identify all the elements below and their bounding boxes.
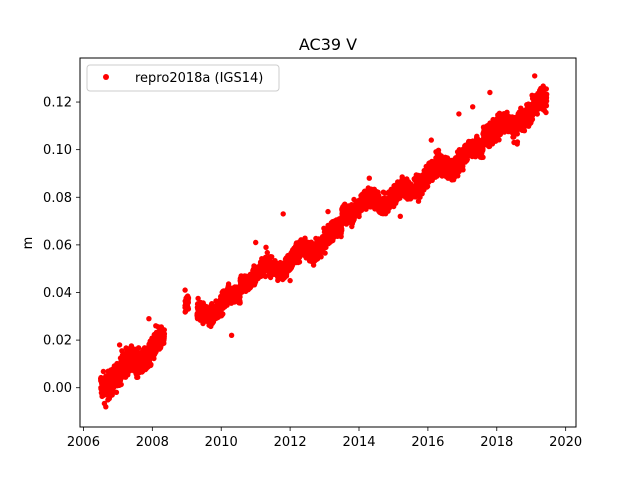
data-point <box>135 345 142 351</box>
data-point <box>287 277 293 284</box>
data-point <box>480 154 486 160</box>
legend-label: repro2018a (IGS14) <box>135 71 263 86</box>
data-point <box>135 374 141 380</box>
data-point <box>148 361 154 368</box>
data-point <box>113 389 120 395</box>
data-point <box>253 239 259 246</box>
data-point <box>118 375 125 381</box>
data-point <box>185 306 192 312</box>
data-point <box>456 111 462 117</box>
data-point <box>153 323 159 329</box>
data-point <box>543 109 549 116</box>
data-point <box>544 91 550 98</box>
data-point <box>100 368 107 375</box>
data-point <box>325 208 331 215</box>
data-point <box>543 86 549 92</box>
data-point <box>296 259 303 265</box>
chart-title: AC39 V <box>299 35 357 54</box>
x-tick-label: 2012 <box>274 435 307 450</box>
y-tick-label: 0.12 <box>43 96 72 111</box>
data-point <box>339 227 345 234</box>
data-point <box>185 299 191 306</box>
data-point <box>318 254 324 260</box>
x-tick-label: 2016 <box>411 435 444 450</box>
data-points-layer <box>98 73 550 410</box>
data-point <box>195 295 201 302</box>
data-point <box>220 311 226 317</box>
data-point <box>511 139 517 146</box>
data-point <box>237 300 243 306</box>
data-point <box>109 392 115 398</box>
data-point <box>366 175 372 181</box>
data-point <box>280 211 286 217</box>
data-point <box>146 316 152 322</box>
data-point <box>118 381 124 388</box>
legend: repro2018a (IGS14) <box>86 64 280 92</box>
data-point <box>116 342 123 348</box>
data-point <box>480 146 486 153</box>
x-tick-label: 2010 <box>205 435 238 450</box>
data-point <box>532 73 538 79</box>
x-tick-label: 2006 <box>67 435 100 450</box>
data-point <box>460 167 466 173</box>
data-point <box>470 104 476 110</box>
data-point <box>521 128 528 134</box>
data-point <box>487 89 493 96</box>
data-point <box>543 98 550 104</box>
data-point <box>182 287 188 293</box>
y-axis-label: m <box>21 237 36 250</box>
y-tick-label: 0.10 <box>43 143 72 158</box>
x-tick-label: 2008 <box>136 435 169 450</box>
y-tick-label: 0.04 <box>43 286 72 301</box>
data-point <box>161 327 167 333</box>
y-tick-label: 0.08 <box>43 191 72 206</box>
data-point <box>228 332 235 338</box>
data-point <box>237 294 243 300</box>
data-point <box>103 404 109 410</box>
data-point <box>161 331 168 337</box>
data-point <box>514 131 520 137</box>
data-point <box>496 137 502 143</box>
x-tick-label: 2020 <box>549 435 582 450</box>
y-tick-label: 0.00 <box>43 381 72 396</box>
y-tick-label: 0.02 <box>43 334 72 349</box>
data-point <box>264 249 270 256</box>
data-point <box>356 213 362 220</box>
y-tick-label: 0.06 <box>43 238 72 253</box>
data-point <box>269 254 275 260</box>
data-point <box>397 213 403 219</box>
legend-marker <box>103 74 109 80</box>
data-point <box>322 250 328 256</box>
data-point <box>185 295 192 301</box>
x-tick-label: 2018 <box>480 435 513 450</box>
data-point <box>263 244 269 250</box>
x-tick-label: 2014 <box>342 435 375 450</box>
data-point <box>543 103 550 109</box>
data-point <box>534 111 540 117</box>
data-point <box>428 137 434 143</box>
